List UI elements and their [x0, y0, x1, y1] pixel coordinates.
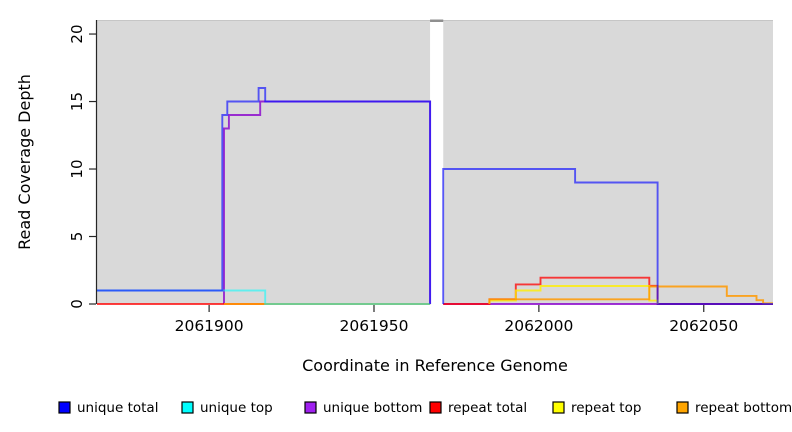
- series-line-unique-total: [442, 168, 773, 305]
- legend-item-repeat-top: repeat top: [552, 400, 641, 416]
- y-tick-label: 20: [68, 24, 86, 43]
- x-tick-label: 2062050: [669, 317, 738, 335]
- series-line-unique-total: [97, 87, 432, 304]
- legend-label: unique total: [77, 400, 158, 416]
- x-tick-label: 2061950: [339, 317, 408, 335]
- plot-background: [97, 19, 773, 304]
- legend-label: unique top: [200, 400, 273, 416]
- axes: 0 5 10 15 20 2061900 2061950 2062000 2062050: [68, 20, 738, 335]
- legend-label: repeat bottom: [695, 400, 792, 416]
- series-line-repeat-top: [488, 285, 659, 304]
- y-tick-label: 10: [68, 159, 86, 178]
- legend-item-repeat-bottom: repeat bottom: [676, 400, 792, 416]
- plot-panel-left: [97, 20, 431, 304]
- legend-swatch-unique-bottom: [304, 401, 317, 414]
- x-tick-label: 2061900: [175, 317, 244, 335]
- x-axis-title: Coordinate in Reference Genome: [302, 356, 568, 375]
- legend-swatch-repeat-bottom: [676, 401, 689, 414]
- y-tick-label: 5: [68, 232, 86, 242]
- data-series: [97, 87, 773, 305]
- x-tick-label: 2062000: [504, 317, 573, 335]
- legend-swatch-repeat-total: [429, 401, 442, 414]
- legend-item-repeat-total: repeat total: [429, 400, 527, 416]
- y-axis-title: Read Coverage Depth: [15, 74, 34, 250]
- y-tick-label: 15: [68, 92, 86, 111]
- series-line-repeat-bottom: [488, 285, 773, 305]
- legend-swatch-unique-top: [181, 401, 194, 414]
- legend-swatch-repeat-top: [552, 401, 565, 414]
- legend-swatch-unique-total: [58, 401, 71, 414]
- gap-top-cap: [430, 19, 444, 22]
- legend-item-unique-total: unique total: [58, 400, 158, 416]
- legend-label: repeat total: [448, 400, 527, 416]
- plot-panel-right: [443, 20, 773, 304]
- legend-label: repeat top: [571, 400, 641, 416]
- legend-item-unique-bottom: unique bottom: [304, 400, 422, 416]
- legend-label: unique bottom: [323, 400, 422, 416]
- legend: unique total unique top unique bottom repea…: [58, 400, 792, 416]
- legend-item-unique-top: unique top: [181, 400, 273, 416]
- y-tick-label: 0: [68, 299, 86, 309]
